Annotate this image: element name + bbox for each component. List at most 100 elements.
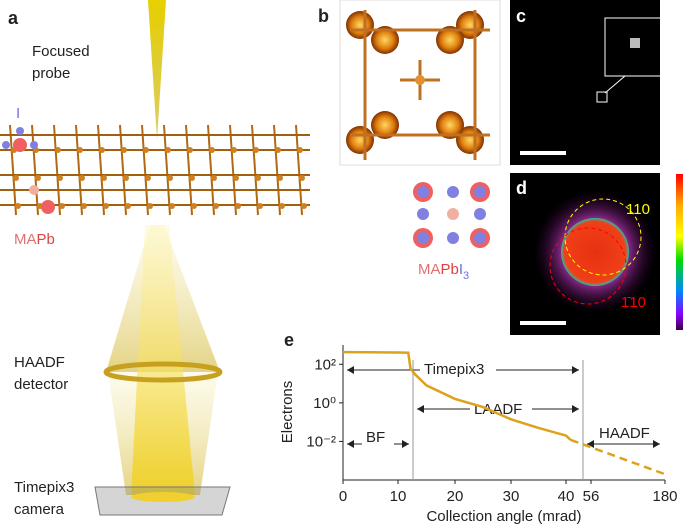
- spot-label: 1̄10: [621, 294, 646, 311]
- bond: [251, 124, 259, 216]
- atom-i: [474, 186, 486, 198]
- atom: [99, 147, 105, 153]
- formula-sub: 3: [463, 270, 469, 282]
- atom-i: [2, 141, 10, 149]
- atom: [297, 147, 303, 153]
- atom: [189, 175, 195, 181]
- atom: [456, 126, 484, 154]
- atom-ma: [29, 185, 39, 195]
- atom: [79, 175, 85, 181]
- atom: [77, 147, 83, 153]
- label-ma: MA: [14, 231, 37, 248]
- bond: [31, 124, 39, 216]
- atom: [147, 203, 153, 209]
- label: detector: [14, 376, 68, 393]
- data-line: [570, 438, 666, 476]
- atom: [277, 175, 283, 181]
- atom: [346, 126, 374, 154]
- data-line: [342, 350, 572, 441]
- panel-label: d: [516, 178, 527, 198]
- atom: [57, 175, 63, 181]
- panel-label: b: [318, 6, 329, 26]
- bond: [163, 124, 171, 216]
- bond: [207, 124, 215, 216]
- colorbar: [676, 174, 683, 330]
- bond: [9, 124, 17, 216]
- atom: [235, 203, 241, 209]
- atom: [59, 203, 65, 209]
- atom: [35, 175, 41, 181]
- x-tick-label: 40: [558, 488, 575, 505]
- connector: [604, 75, 626, 94]
- atom-ma: [447, 208, 459, 220]
- label: MAPb: [14, 231, 55, 248]
- label: camera: [14, 501, 65, 518]
- atom: [167, 175, 173, 181]
- atom: [371, 26, 399, 54]
- panel-d: d 110 1̄10: [510, 173, 683, 335]
- atom: [81, 203, 87, 209]
- bond: [229, 124, 237, 216]
- bond: [97, 124, 105, 216]
- atom: [165, 147, 171, 153]
- x-tick-label: 20: [447, 488, 464, 505]
- region-label: HAADF: [599, 425, 650, 442]
- atom: [255, 175, 261, 181]
- atom: [279, 203, 285, 209]
- atom: [13, 175, 19, 181]
- atom-i: [447, 186, 459, 198]
- label: Timepix3: [14, 479, 74, 496]
- bond: [273, 124, 281, 216]
- atom-pb: [41, 200, 55, 214]
- label: I: [16, 105, 20, 122]
- atom-legend: [413, 182, 490, 248]
- spot-circle: [564, 198, 642, 276]
- y-tick-label: 10⁰: [313, 395, 336, 412]
- x-tick-label: 30: [503, 488, 520, 505]
- atom: [209, 147, 215, 153]
- label-pb: Pb: [37, 231, 55, 248]
- atom: [346, 11, 374, 39]
- atom: [301, 203, 307, 209]
- atom: [211, 175, 217, 181]
- atom: [213, 203, 219, 209]
- label: probe: [32, 65, 70, 82]
- atom: [299, 175, 305, 181]
- probe-beam: [148, 0, 166, 140]
- atom: [371, 111, 399, 139]
- x-tick-label: 0: [339, 488, 347, 505]
- atom: [103, 203, 109, 209]
- panel-c: c: [510, 0, 664, 165]
- atom-i: [474, 232, 486, 244]
- bf-disk: [561, 218, 629, 286]
- atom-i: [417, 208, 429, 220]
- bond: [185, 124, 193, 216]
- label: HAADF: [14, 354, 65, 371]
- region-label: LAADF: [474, 401, 522, 418]
- region-label: Timepix3: [424, 361, 484, 378]
- label-bg: [470, 398, 532, 418]
- label-bg: [420, 358, 496, 378]
- atom: [15, 203, 21, 209]
- x-tick-label: 10: [390, 488, 407, 505]
- panel-label: e: [284, 330, 294, 350]
- atom: [231, 147, 237, 153]
- spot-label: 110: [626, 201, 650, 218]
- image: [510, 0, 660, 165]
- atom: [191, 203, 197, 209]
- bond: [75, 124, 83, 216]
- panel-label: c: [516, 6, 526, 26]
- bond: [53, 124, 61, 216]
- structure: [346, 10, 490, 160]
- atom-pb: [13, 138, 27, 152]
- atom: [275, 147, 281, 153]
- formula-pb: Pb: [441, 261, 459, 278]
- atom-i: [16, 127, 24, 135]
- atom-i: [447, 232, 459, 244]
- atom: [123, 175, 129, 181]
- atom: [233, 175, 239, 181]
- atom: [257, 203, 263, 209]
- atom: [101, 175, 107, 181]
